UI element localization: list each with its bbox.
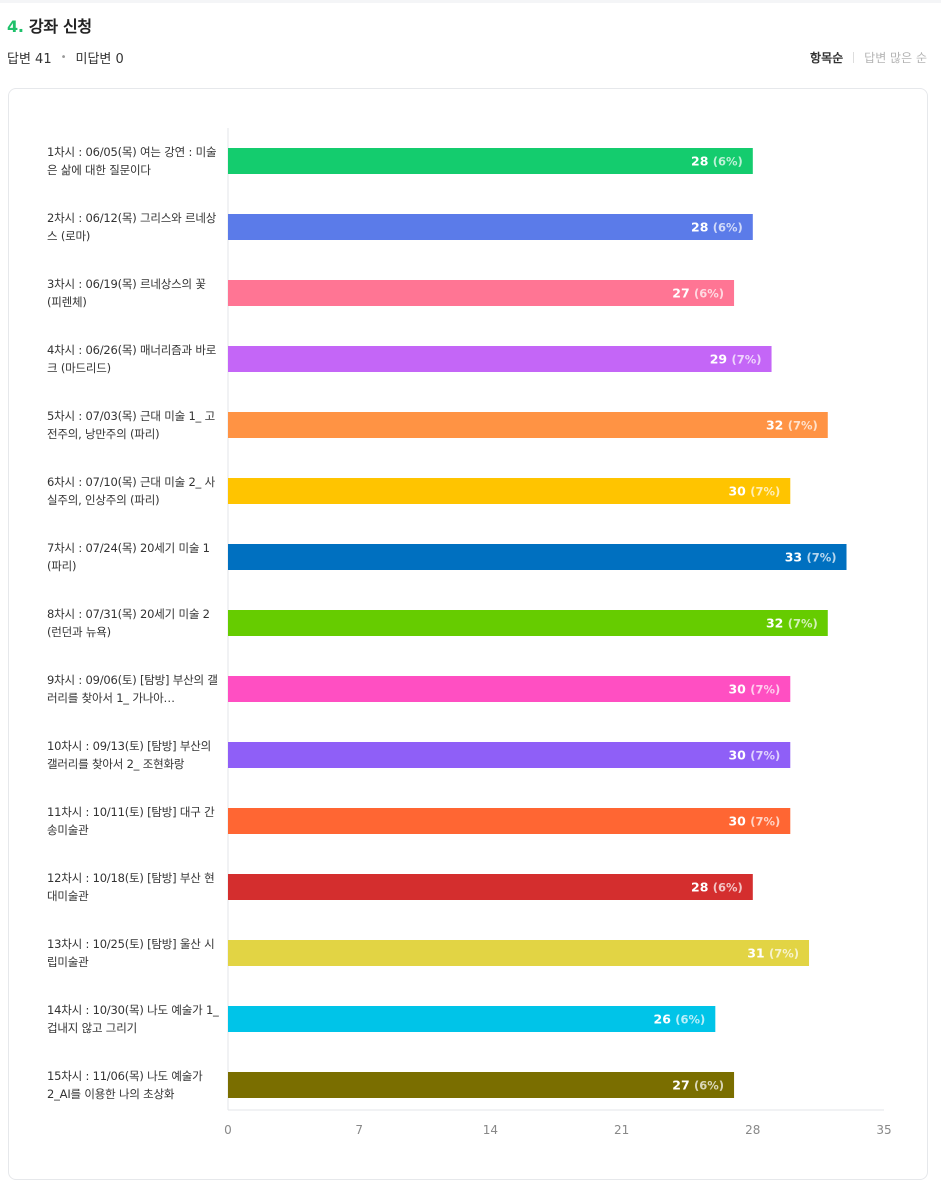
question-number: 4.	[7, 17, 24, 36]
category-label: 5차시 : 07/03(목) 근대 미술 1_ 고전주의, 낭만주의 (파리)	[47, 409, 215, 441]
bar-value-label: 31 (7%)	[747, 946, 799, 961]
x-tick-label: 0	[224, 1123, 232, 1137]
bar[interactable]	[228, 478, 791, 504]
question-title: 4. 강좌 신청	[7, 13, 92, 37]
category-label: 3차시 : 06/19(목) 르네상스의 꽃 (피렌체)	[47, 277, 206, 309]
bar-value-label: 27 (6%)	[672, 1078, 724, 1093]
bar-value-label: 30 (7%)	[728, 748, 780, 763]
bar[interactable]	[228, 346, 772, 372]
bar[interactable]	[228, 676, 791, 702]
bar-value-label: 29 (7%)	[710, 352, 762, 367]
bar-value-label: 33 (7%)	[785, 550, 837, 565]
sort-divider	[853, 52, 855, 63]
category-label: 4차시 : 06/26(목) 매너리즘과 바로크 (마드리드)	[47, 343, 217, 375]
category-label: 8차시 : 07/31(목) 20세기 미술 2 (런던과 뉴욕)	[47, 607, 210, 639]
x-tick-label: 28	[745, 1123, 760, 1137]
sort-options: 항목순 답변 많은 순	[810, 49, 927, 66]
sort-by-answers-button[interactable]: 답변 많은 순	[864, 51, 927, 65]
category-label: 11차시 : 10/11(토) [탐방] 대구 간송미술관	[47, 805, 215, 837]
bar[interactable]	[228, 610, 828, 636]
x-tick-label: 35	[876, 1123, 891, 1137]
bar-value-label: 28 (6%)	[691, 880, 743, 895]
question-title-text: 강좌 신청	[28, 17, 92, 36]
answer-stats: 답변 41 • 미답변 0	[7, 48, 124, 67]
bar[interactable]	[228, 1072, 735, 1098]
x-tick-label: 21	[614, 1123, 629, 1137]
bar[interactable]	[228, 808, 791, 834]
category-label: 1차시 : 06/05(목) 여는 강연 : 미술은 삶에 대한 질문이다	[47, 145, 217, 177]
sort-by-item-button[interactable]: 항목순	[810, 51, 844, 65]
category-label: 6차시 : 07/10(목) 근대 미술 2_ 사실주의, 인상주의 (파리)	[47, 475, 215, 507]
bar-value-label: 30 (7%)	[728, 814, 780, 829]
bar[interactable]	[228, 1006, 716, 1032]
category-label: 7차시 : 07/24(목) 20세기 미술 1 (파리)	[47, 541, 210, 573]
bar[interactable]	[228, 742, 791, 768]
bar-value-label: 32 (7%)	[766, 616, 818, 631]
bar[interactable]	[228, 874, 753, 900]
category-label: 2차시 : 06/12(목) 그리스와 르네상스 (로마)	[47, 211, 217, 243]
x-tick-label: 14	[483, 1123, 498, 1137]
bar[interactable]	[228, 940, 810, 966]
answered-count: 답변 41	[7, 52, 52, 67]
x-tick-label: 7	[355, 1123, 363, 1137]
bar[interactable]	[228, 412, 828, 438]
bar[interactable]	[228, 280, 735, 306]
bar-value-label: 26 (6%)	[654, 1012, 706, 1027]
separator-dot: •	[60, 52, 67, 63]
category-label: 9차시 : 09/06(토) [탐방] 부산의 갤러리를 찾아서 1_ 가나아…	[47, 673, 218, 705]
category-label: 10차시 : 09/13(토) [탐방] 부산의 갤러리를 찾아서 2_ 조현화…	[47, 739, 212, 771]
bar-value-label: 30 (7%)	[728, 484, 780, 499]
bar-value-label: 28 (6%)	[691, 154, 743, 169]
bar-value-label: 30 (7%)	[728, 682, 780, 697]
bar-value-label: 28 (6%)	[691, 220, 743, 235]
category-label: 14차시 : 10/30(목) 나도 예술가 1_겁내지 않고 그리기	[47, 1003, 219, 1035]
bar[interactable]	[228, 214, 753, 240]
category-label: 13차시 : 10/25(토) [탐방] 울산 시립미술관	[47, 937, 215, 969]
bar[interactable]	[228, 148, 753, 174]
category-label: 12차시 : 10/18(토) [탐방] 부산 현대미술관	[47, 871, 215, 903]
category-label: 15차시 : 11/06(목) 나도 예술가 2_AI를 이용한 나의 초상화	[47, 1069, 203, 1101]
top-divider	[0, 0, 941, 3]
unanswered-count: 미답변 0	[75, 52, 124, 67]
bar-value-label: 27 (6%)	[672, 286, 724, 301]
bar[interactable]	[228, 544, 847, 570]
bar-value-label: 32 (7%)	[766, 418, 818, 433]
